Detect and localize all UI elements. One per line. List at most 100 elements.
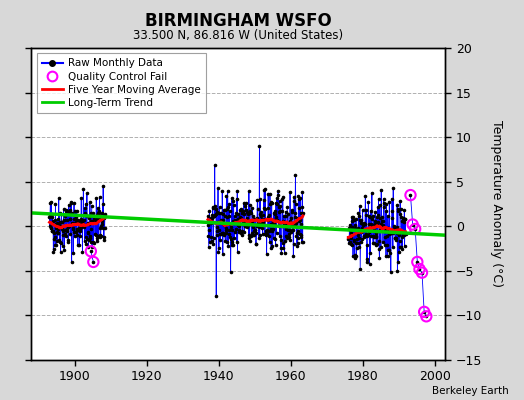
Point	[56, 218, 64, 225]
Point	[294, 234, 302, 241]
Point	[49, 246, 58, 252]
Point	[395, 248, 403, 255]
Point	[386, 250, 394, 256]
Point	[276, 208, 285, 215]
Point	[238, 232, 246, 238]
Point	[227, 235, 235, 242]
Point	[274, 192, 282, 198]
Point	[45, 214, 53, 221]
Point	[96, 234, 105, 240]
Point	[386, 230, 395, 236]
Point	[359, 232, 368, 239]
Point	[268, 228, 277, 234]
Point	[252, 241, 260, 248]
Point	[381, 228, 389, 234]
Point	[226, 221, 235, 227]
Point	[53, 238, 61, 244]
Point	[256, 221, 265, 227]
Point	[257, 225, 266, 232]
Point	[362, 232, 370, 239]
Point	[275, 198, 283, 204]
Point	[253, 214, 261, 221]
Point	[377, 186, 385, 193]
Point	[63, 216, 71, 223]
Point	[84, 220, 92, 226]
Point	[227, 195, 236, 202]
Point	[246, 202, 254, 208]
Point	[418, 270, 426, 276]
Point	[82, 234, 90, 241]
Point	[357, 229, 365, 236]
Point	[222, 230, 231, 236]
Point	[97, 217, 106, 224]
Point	[217, 219, 226, 226]
Point	[351, 225, 359, 231]
Point	[60, 246, 68, 253]
Point	[85, 236, 93, 243]
Point	[49, 218, 57, 224]
Point	[51, 200, 60, 207]
Text: 33.500 N, 86.816 W (United States): 33.500 N, 86.816 W (United States)	[133, 29, 344, 42]
Point	[390, 226, 398, 232]
Point	[55, 222, 63, 228]
Point	[73, 227, 82, 233]
Point	[268, 219, 277, 225]
Point	[377, 244, 385, 250]
Point	[92, 232, 100, 238]
Point	[223, 214, 231, 220]
Point	[212, 209, 221, 215]
Point	[210, 212, 219, 219]
Point	[406, 192, 414, 198]
Point	[275, 209, 283, 215]
Point	[386, 230, 395, 236]
Point	[233, 238, 241, 245]
Point	[376, 221, 385, 228]
Point	[77, 216, 85, 222]
Point	[395, 231, 403, 238]
Point	[361, 232, 369, 239]
Point	[74, 242, 82, 248]
Point	[214, 185, 222, 192]
Point	[277, 245, 285, 252]
Point	[284, 226, 292, 233]
Point	[225, 201, 233, 207]
Point	[212, 210, 220, 217]
Point	[78, 219, 86, 225]
Point	[225, 208, 234, 214]
Point	[90, 218, 99, 224]
Point	[279, 194, 287, 200]
Point	[397, 214, 405, 220]
Point	[70, 229, 79, 235]
Point	[99, 200, 107, 207]
Point	[265, 212, 274, 218]
Point	[280, 250, 289, 256]
Point	[83, 190, 91, 196]
Point	[54, 230, 63, 236]
Point	[80, 217, 88, 224]
Point	[377, 224, 386, 230]
Point	[274, 218, 282, 224]
Point	[283, 233, 292, 240]
Point	[68, 259, 76, 265]
Point	[356, 203, 364, 209]
Point	[392, 237, 400, 244]
Point	[355, 244, 364, 250]
Point	[242, 207, 250, 213]
Point	[73, 226, 82, 232]
Point	[220, 222, 228, 228]
Point	[262, 228, 270, 234]
Point	[382, 201, 390, 208]
Point	[239, 220, 247, 226]
Point	[231, 217, 239, 223]
Point	[240, 228, 248, 235]
Point	[270, 211, 279, 217]
Point	[78, 249, 86, 255]
Point	[50, 236, 59, 242]
Point	[294, 193, 302, 199]
Point	[345, 225, 354, 231]
Point	[225, 213, 234, 220]
Point	[372, 233, 380, 239]
Point	[351, 255, 359, 261]
Point	[273, 201, 281, 207]
Point	[370, 218, 379, 224]
